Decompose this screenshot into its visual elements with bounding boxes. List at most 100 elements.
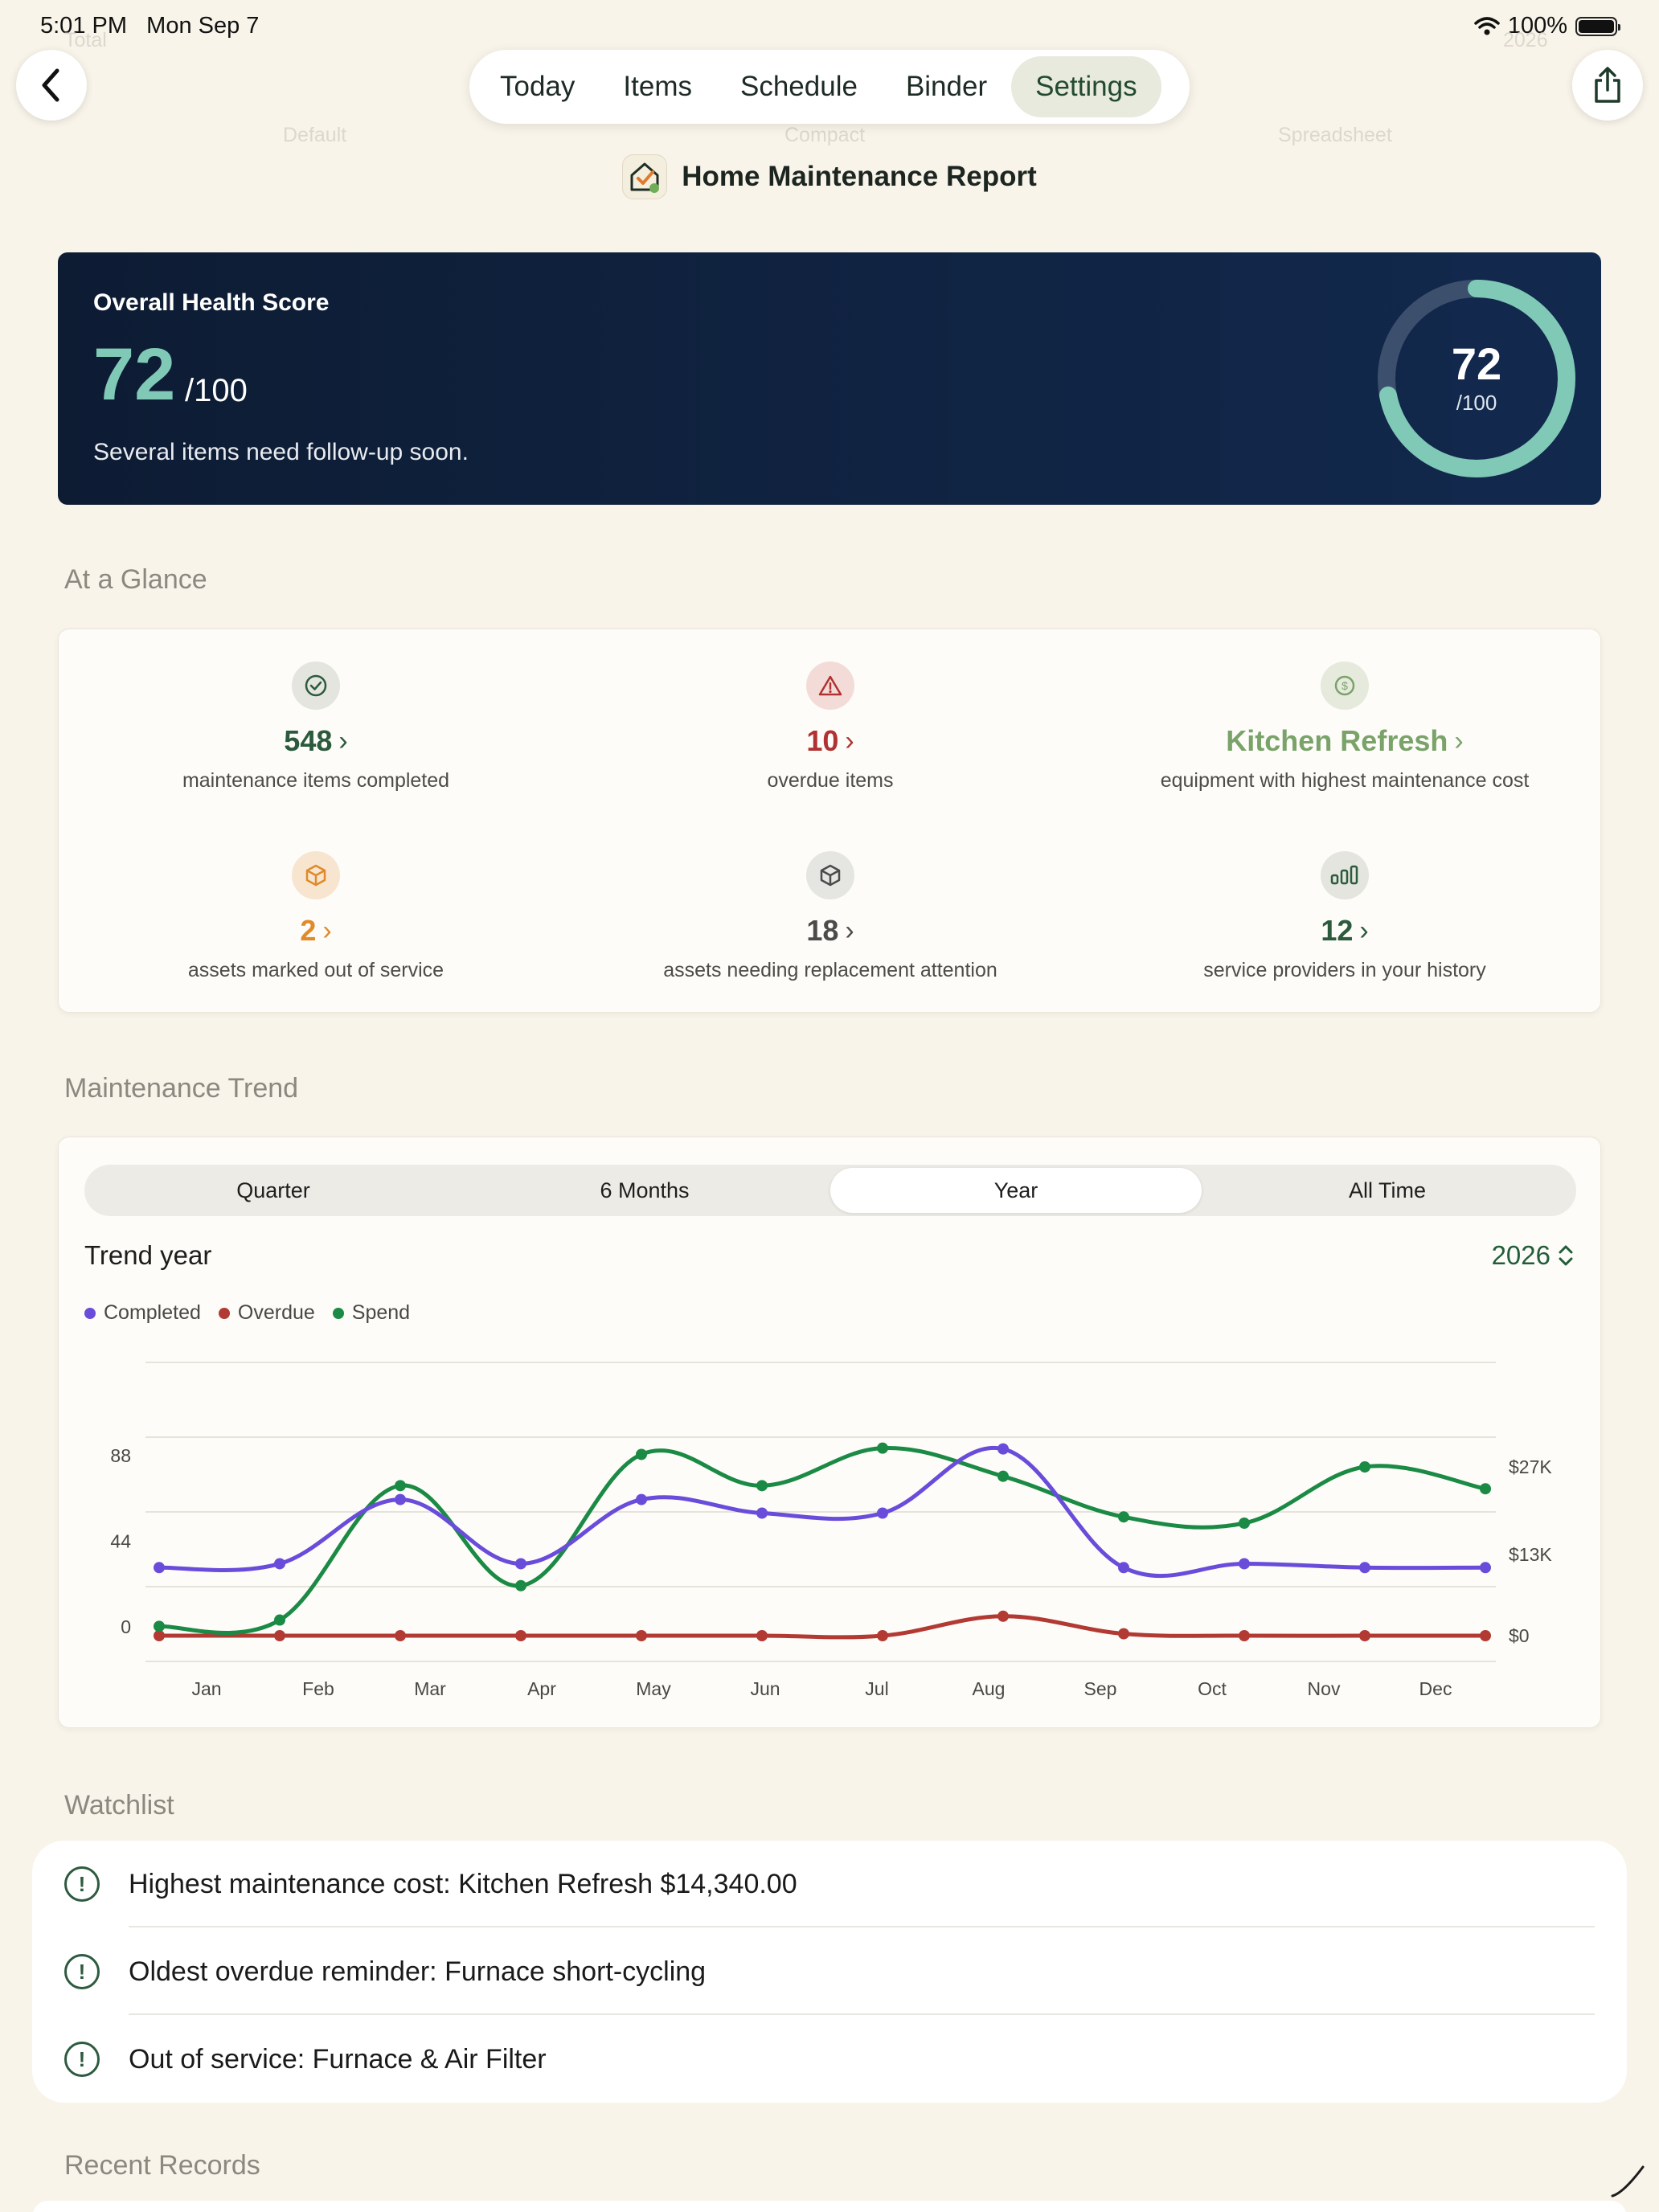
tab-items[interactable]: Items (623, 71, 692, 102)
data-point-spend (1480, 1483, 1491, 1495)
warning-icon (806, 662, 854, 710)
glance-label: maintenance items completed (182, 769, 450, 792)
tab-settings[interactable]: Settings (1011, 56, 1161, 117)
data-point-overdue (274, 1630, 285, 1641)
glance-value: 2 › (300, 914, 332, 947)
ghost-text: Compact (784, 124, 866, 146)
watchlist-text: Out of service: Furnace & Air Filter (129, 2043, 547, 2075)
health-score-card: Overall Health Score 72 /100 Several ite… (58, 252, 1601, 505)
tab-bar: Today Items Schedule Binder Settings (469, 50, 1190, 124)
x-tick-label: May (636, 1678, 671, 1699)
health-score: 72 (93, 334, 176, 416)
legend-label: Overdue (237, 1301, 315, 1324)
data-point-overdue (515, 1630, 526, 1641)
segment-quarter[interactable]: Quarter (236, 1178, 310, 1202)
y-left-tick-label: 0 (121, 1616, 131, 1637)
chevron-right-icon: › (322, 915, 332, 946)
data-point-overdue (1359, 1630, 1370, 1641)
bar-chart-icon (1321, 851, 1369, 899)
data-point-completed (877, 1507, 888, 1519)
section-title-recent: Recent Records (64, 2150, 260, 2181)
check-circle-icon (292, 662, 340, 710)
status-bar: 5:01 PM Mon Sep 7 100% (0, 0, 1659, 48)
x-tick-label: Jun (750, 1678, 780, 1699)
x-tick-label: Aug (973, 1678, 1006, 1699)
y-right-tick-label: $0 (1509, 1625, 1530, 1646)
watchlist-text: Highest maintenance cost: Kitchen Refres… (129, 1868, 797, 1899)
data-point-overdue (395, 1630, 406, 1641)
glance-overdue[interactable]: 10 › overdue items (573, 662, 1088, 793)
tab-binder[interactable]: Binder (905, 71, 988, 102)
x-tick-label: Jan (191, 1678, 221, 1699)
glance-replacement[interactable]: 18 › assets needing replacement attention (573, 851, 1088, 982)
y-left-tick-label: 44 (110, 1531, 131, 1552)
tab-today[interactable]: Today (500, 71, 576, 102)
year-picker[interactable]: 2026 (1492, 1240, 1575, 1271)
legend-dot (332, 1307, 344, 1319)
section-title-watchlist: Watchlist (64, 1790, 174, 1821)
share-button[interactable] (1572, 50, 1643, 121)
chevron-right-icon: › (338, 725, 348, 756)
recent-records-card (32, 2201, 1627, 2212)
glance-highest-cost[interactable]: $ Kitchen Refresh › equipment with highes… (1088, 662, 1602, 793)
data-point-completed (1239, 1558, 1250, 1570)
share-icon (1595, 67, 1620, 103)
chart-legend: Completed Overdue Spend (84, 1301, 410, 1325)
x-tick-label: Jul (865, 1678, 888, 1699)
legend-dot (218, 1307, 230, 1319)
range-segmented-control: Quarter 6 Months Year All Time (84, 1165, 1576, 1216)
glance-value: 18 › (806, 914, 854, 947)
data-point-overdue (997, 1610, 1009, 1622)
data-point-completed (274, 1558, 285, 1570)
watchlist-item[interactable]: ! Out of service: Furnace & Air Filter (32, 2016, 1627, 2103)
year-value: 2026 (1491, 1240, 1550, 1270)
pencil-scribble-icon[interactable] (1608, 2161, 1648, 2201)
y-left-tick-label: 88 (110, 1445, 131, 1466)
ghost-text: Total (64, 29, 107, 51)
legend-label: Completed (104, 1301, 201, 1324)
x-tick-label: Apr (527, 1678, 556, 1699)
y-right-tick-label: $13K (1509, 1544, 1552, 1565)
series-line-spend (158, 1446, 1486, 1636)
exclamation-circle-icon: ! (64, 1866, 100, 1902)
data-point-completed (997, 1443, 1009, 1455)
segment-all-time[interactable]: All Time (1348, 1178, 1427, 1202)
x-tick-label: Feb (302, 1678, 334, 1699)
health-ring-arc (1378, 280, 1575, 477)
glance-providers[interactable]: 12 › service providers in your history (1088, 851, 1602, 982)
svg-text:$: $ (1342, 679, 1348, 692)
data-point-spend (515, 1579, 526, 1591)
glance-completed[interactable]: 548 › maintenance items completed (59, 662, 573, 793)
data-point-spend (636, 1448, 647, 1460)
x-tick-label: Oct (1198, 1678, 1227, 1699)
tab-schedule[interactable]: Schedule (739, 71, 858, 102)
trend-chart: 88 44 0 $27K $13K $0 Jan Feb Mar Apr May Jun Jul Aug S… (110, 1362, 1552, 1699)
data-point-overdue (1239, 1630, 1250, 1641)
watchlist-text: Oldest overdue reminder: Furnace short-c… (129, 1956, 707, 1987)
back-button[interactable] (16, 50, 87, 121)
glance-out-of-service[interactable]: 2 › assets marked out of service (59, 851, 573, 982)
chevron-left-icon (42, 68, 59, 102)
glance-label: equipment with highest maintenance cost (1160, 769, 1530, 792)
segment-6-months[interactable]: 6 Months (600, 1178, 690, 1202)
section-title-trend: Maintenance Trend (64, 1073, 299, 1104)
legend-item: Spend (332, 1301, 410, 1325)
data-point-overdue (1118, 1628, 1129, 1640)
divider (129, 2013, 1595, 2015)
watchlist-item[interactable]: ! Highest maintenance cost: Kitchen Refr… (32, 1841, 1627, 1927)
chevron-right-icon: › (845, 725, 854, 756)
watchlist-item[interactable]: ! Oldest overdue reminder: Furnace short… (32, 1928, 1627, 2015)
legend-item: Overdue (218, 1301, 315, 1325)
exclamation-circle-icon: ! (64, 2042, 100, 2077)
health-ring: 72 /100 (1376, 278, 1577, 479)
segment-year[interactable]: Year (830, 1168, 1202, 1213)
legend-dot (84, 1307, 96, 1319)
health-message: Several items need follow-up soon. (93, 439, 469, 465)
data-point-completed (395, 1493, 406, 1505)
data-point-overdue (877, 1630, 888, 1641)
ring-denominator: /100 (1456, 391, 1497, 415)
glance-label: overdue items (767, 769, 894, 792)
glance-value: 10 › (806, 724, 854, 757)
glance-value: 12 › (1321, 914, 1369, 947)
status-time: 5:01 PM Mon Sep 7 (40, 13, 260, 39)
